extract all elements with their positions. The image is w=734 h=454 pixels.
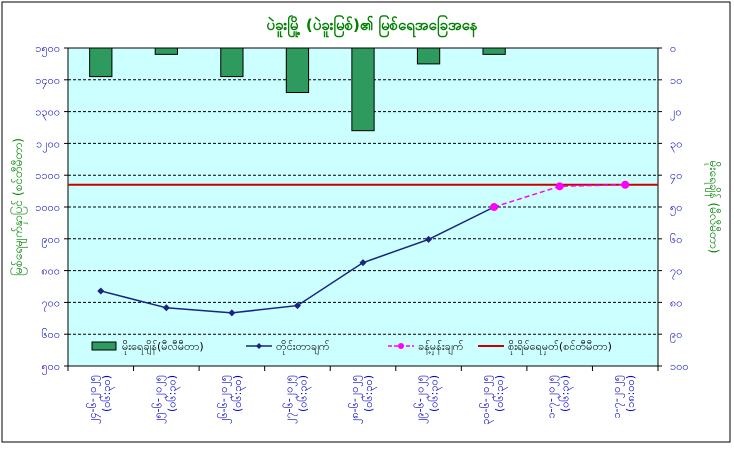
legend-label: စိုးရိမ်ရေမှတ်(စင်တီမီတာ)	[508, 340, 612, 355]
rainfall-bar	[416, 47, 441, 65]
left-tick-label: ၁၂၀၀	[36, 137, 60, 152]
x-tick-label-time: (၀၆:၃၀)	[296, 375, 311, 412]
right-tick-label: ၇၀	[670, 265, 682, 280]
forecast-point	[490, 203, 499, 211]
x-tick-label-time: (၀၆:၃၀)	[362, 375, 377, 412]
y-axis-right-label: မိုးရေချိန် (မီလီမီတာ)	[704, 161, 722, 254]
left-tick-label: ၁၀၀၀	[35, 201, 60, 214]
right-tick-label: ၁၀	[670, 74, 682, 87]
right-tick-label: ၆၀	[670, 233, 682, 246]
x-tick-label-date: ၃၀-၆-၂၀၂၅	[479, 375, 494, 425]
forecast-point	[555, 182, 564, 191]
observed-point	[97, 287, 105, 295]
x-tick-label-date: ၂၄-၆-၂၀၂၅	[86, 375, 101, 424]
right-tick-label: ၀	[670, 42, 676, 55]
left-tick-label: ၅၀၀	[41, 360, 60, 375]
x-tick-label-date: ၁-၇-၂၀၂၅	[610, 375, 625, 419]
y-axis-left-label: မြစ်ရေမျက်နှာပြင် (စင်တီမီတာ)	[9, 138, 28, 276]
right-tick-label: ၅၀	[670, 201, 682, 216]
legend-swatch-rainfall	[91, 341, 117, 351]
x-tick-label-date: ၂၉-၆-၂၀၂၅	[414, 375, 429, 424]
x-tick-label-time: (၀၆:၃၀)	[559, 375, 574, 412]
right-tick-label: ၉၀	[670, 328, 682, 343]
x-tick-label-time: (၀၆:၃၀)	[231, 375, 246, 412]
legend-label: တိုင်းတာချက်	[276, 340, 330, 355]
x-tick-label-date: ၂၅-၆-၂၀၂၅	[151, 375, 166, 424]
left-tick-label: ၁၁၀၀	[35, 169, 60, 182]
rainfall-bar	[351, 47, 375, 132]
legend-marker-observed	[256, 343, 262, 349]
rainfall-bar	[154, 47, 178, 55]
x-tick-label-date: ၂၇-၆-၂၀၂၅	[282, 375, 297, 424]
x-tick-label-time: (၀၆:၃၀)	[428, 375, 443, 412]
right-tick-label: ၈၀	[670, 296, 682, 309]
x-tick-label-time: (၁၈:၀၀)	[624, 375, 637, 412]
x-tick-label-time: (၀၆:၃၀)	[493, 375, 508, 412]
left-tick-label: ၁၃၀၀	[35, 106, 60, 121]
right-tick-label: ၂၀	[670, 106, 682, 121]
observed-point	[228, 309, 236, 317]
left-tick-label: ၁၅၀၀	[35, 42, 60, 57]
right-tick-label: ၃၀	[670, 137, 682, 152]
rainfall-bar	[285, 47, 310, 94]
x-tick-label-date: ၂၈-၆-၂၀၂၅	[348, 375, 363, 424]
rainfall-bar	[89, 47, 113, 78]
right-tick-label: ၁၀၀	[670, 360, 689, 373]
legend-marker-forecast	[398, 343, 404, 349]
forecast-point	[621, 180, 630, 189]
left-tick-label: ၉၀၀	[41, 233, 60, 248]
observed-point	[162, 304, 170, 312]
x-tick-label-time: (၀၆:၃၀)	[165, 375, 180, 412]
rainfall-bar	[220, 47, 244, 78]
x-tick-label-date: ၁-၇-၂၀၂၅	[545, 375, 560, 419]
left-tick-label: ၆၀၀	[41, 328, 60, 341]
observed-point	[293, 302, 301, 310]
x-tick-label-time: (၀၆:၃၀)	[100, 375, 115, 412]
x-tick-label-date: ၂၆-၆-၂၀၂၅	[217, 375, 232, 424]
rainfall-bar	[482, 47, 506, 55]
right-tick-label: ၄၀	[670, 169, 682, 184]
observed-point	[359, 259, 367, 267]
legend-label: မိုးရေချိန်(မီလီမီတာ)	[122, 340, 204, 355]
left-tick-label: ၇၀၀	[41, 296, 60, 311]
left-tick-label: ၁၄၀၀	[35, 74, 60, 89]
left-tick-label: ၈၀၀	[41, 265, 60, 278]
observed-point	[425, 235, 433, 243]
legend-label: ခန့်မှန်းချက်	[418, 340, 464, 355]
